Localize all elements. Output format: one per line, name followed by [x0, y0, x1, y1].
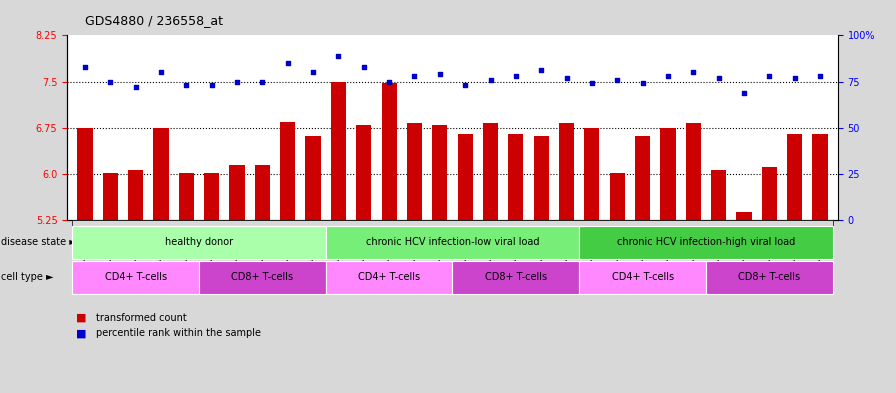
Text: transformed count: transformed count	[96, 312, 186, 323]
Bar	[559, 123, 574, 220]
Text: CD8+ T-cells: CD8+ T-cells	[738, 272, 800, 282]
Bar	[609, 173, 625, 220]
Bar	[77, 128, 92, 220]
Bar	[153, 128, 168, 220]
Bar	[813, 134, 828, 220]
Text: healthy donor: healthy donor	[165, 237, 233, 247]
Text: GDS4880 / 236558_at: GDS4880 / 236558_at	[85, 15, 223, 28]
Bar	[762, 167, 777, 220]
Point	[306, 69, 320, 75]
Text: chronic HCV infection-high viral load: chronic HCV infection-high viral load	[616, 237, 795, 247]
Bar	[711, 170, 727, 220]
Bar	[534, 136, 548, 220]
Point	[534, 67, 548, 73]
Point	[788, 75, 802, 81]
Text: CD4+ T-cells: CD4+ T-cells	[105, 272, 167, 282]
Text: CD8+ T-cells: CD8+ T-cells	[231, 272, 293, 282]
Bar	[229, 165, 245, 220]
Point	[408, 73, 422, 79]
Point	[78, 64, 92, 70]
Point	[559, 75, 573, 81]
Bar	[432, 125, 447, 220]
Point	[509, 73, 523, 79]
Bar	[407, 123, 422, 220]
Text: percentile rank within the sample: percentile rank within the sample	[96, 328, 261, 338]
Text: ■: ■	[76, 328, 87, 338]
Point	[686, 69, 701, 75]
Bar	[685, 123, 701, 220]
Bar	[737, 212, 752, 220]
Point	[204, 82, 219, 88]
Bar	[584, 128, 599, 220]
Bar	[787, 134, 802, 220]
Text: disease state ►: disease state ►	[1, 237, 77, 247]
Bar	[204, 173, 220, 220]
Point	[635, 80, 650, 86]
Bar	[508, 134, 523, 220]
Bar	[483, 123, 498, 220]
Bar	[458, 134, 473, 220]
Point	[179, 82, 194, 88]
Point	[255, 79, 270, 85]
Point	[154, 69, 168, 75]
Point	[280, 60, 295, 66]
Point	[357, 64, 371, 70]
Point	[128, 84, 142, 90]
Bar	[103, 173, 118, 220]
Bar	[306, 136, 321, 220]
Bar	[331, 82, 346, 220]
Bar	[660, 128, 676, 220]
Point	[332, 53, 346, 59]
Point	[585, 80, 599, 86]
Point	[103, 79, 117, 85]
Point	[433, 71, 447, 77]
Point	[230, 79, 245, 85]
Point	[711, 75, 726, 81]
Point	[483, 77, 497, 83]
Point	[458, 82, 472, 88]
Bar	[382, 83, 397, 220]
Point	[610, 77, 625, 83]
Text: chronic HCV infection-low viral load: chronic HCV infection-low viral load	[366, 237, 539, 247]
Bar	[356, 125, 371, 220]
Bar	[254, 165, 270, 220]
Text: cell type ►: cell type ►	[1, 272, 54, 282]
Bar	[635, 136, 650, 220]
Text: CD4+ T-cells: CD4+ T-cells	[358, 272, 420, 282]
Point	[737, 90, 751, 96]
Text: CD4+ T-cells: CD4+ T-cells	[612, 272, 674, 282]
Bar	[280, 121, 296, 220]
Text: ■: ■	[76, 312, 87, 323]
Point	[382, 79, 396, 85]
Bar	[128, 170, 143, 220]
Bar	[178, 173, 194, 220]
Point	[813, 73, 827, 79]
Text: CD8+ T-cells: CD8+ T-cells	[485, 272, 547, 282]
Point	[660, 73, 675, 79]
Point	[762, 73, 777, 79]
